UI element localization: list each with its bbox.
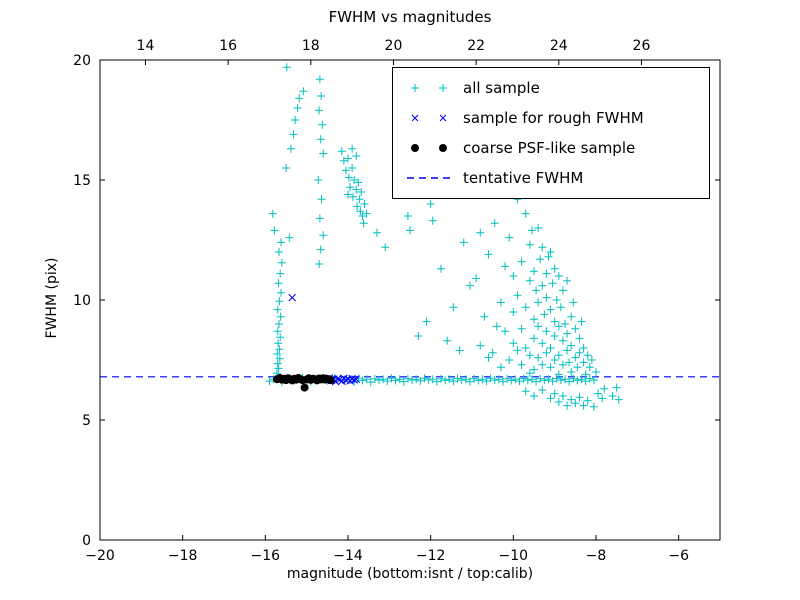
plus-marker-icon <box>411 84 447 92</box>
bottom-tick-label: −18 <box>168 548 198 564</box>
dot-marker-icon <box>411 144 447 152</box>
series-all-sample <box>265 63 623 411</box>
bottom-tick-label: −20 <box>85 548 115 564</box>
axis-ticks <box>99 59 720 541</box>
dashed-line-icon <box>407 177 451 179</box>
legend-label: coarse PSF-like sample <box>463 139 636 157</box>
plus-glyphs <box>411 84 447 92</box>
bottom-tick-label: −12 <box>416 548 446 564</box>
top-tick-label: 14 <box>137 38 155 54</box>
left-tick-label: 10 <box>73 293 91 309</box>
series-sample-for-rough-fwhm <box>288 293 361 386</box>
legend-label: tentative FWHM <box>463 169 584 187</box>
tick-labels: −20 −18 −16 −14 −12 −10 −8 −6 14 16 18 20 22 24 26 0 5 10… <box>73 38 689 564</box>
series-coarse-psf-like-sample <box>272 374 335 392</box>
bottom-tick-label: −6 <box>668 548 689 564</box>
legend-item-all-sample: all sample <box>393 73 709 103</box>
bottom-tick-label: −10 <box>499 548 529 564</box>
left-tick-label: 0 <box>82 533 91 549</box>
top-tick-label: 24 <box>550 38 568 54</box>
dot-glyph <box>411 144 419 152</box>
chart-title: FWHM vs magnitudes <box>328 8 492 26</box>
top-tick-label: 18 <box>302 38 320 54</box>
legend-item-tentative-fwhm: tentative FWHM <box>393 163 709 193</box>
left-tick-label: 20 <box>73 53 91 69</box>
top-tick-label: 20 <box>385 38 403 54</box>
top-tick-label: 16 <box>219 38 237 54</box>
legend: all sample sample for rough FWHM coarse … <box>392 67 710 199</box>
left-tick-label: 15 <box>73 173 91 189</box>
legend-item-psf-sample: coarse PSF-like sample <box>393 133 709 163</box>
legend-label: sample for rough FWHM <box>463 109 644 127</box>
bottom-tick-label: −14 <box>333 548 363 564</box>
bottom-tick-label: −16 <box>251 548 281 564</box>
y-axis-label: FWHM (pix) <box>44 257 60 339</box>
left-tick-label: 5 <box>82 413 91 429</box>
legend-item-rough-fwhm: sample for rough FWHM <box>393 103 709 133</box>
dot-glyph <box>439 144 447 152</box>
x-marker-icon <box>411 114 447 122</box>
top-tick-label: 26 <box>633 38 651 54</box>
legend-label: all sample <box>463 79 540 97</box>
x-axis-label: magnitude (bottom:isnt / top:calib) <box>286 566 534 582</box>
x-glyphs <box>411 114 447 122</box>
bottom-tick-label: −8 <box>586 548 607 564</box>
top-tick-label: 22 <box>467 38 485 54</box>
